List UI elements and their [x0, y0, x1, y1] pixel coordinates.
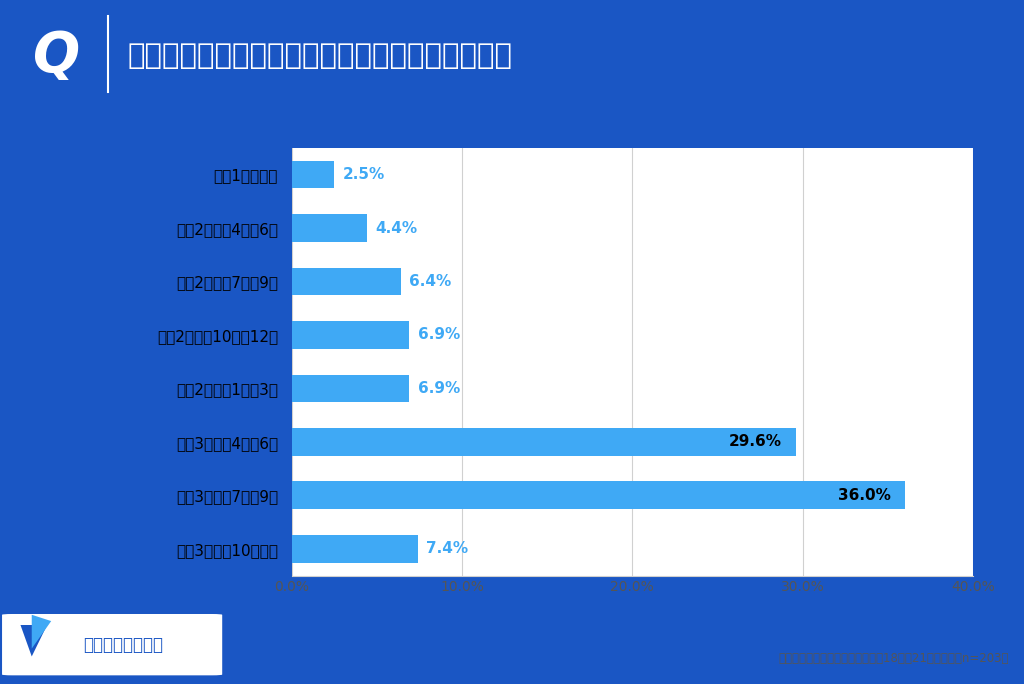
- Bar: [292, 267, 400, 295]
- Polygon shape: [32, 615, 51, 648]
- Text: 6.4%: 6.4%: [410, 274, 452, 289]
- Bar: [292, 428, 796, 456]
- Text: 2.5%: 2.5%: [343, 167, 385, 182]
- Bar: [292, 214, 367, 242]
- FancyBboxPatch shape: [2, 614, 222, 675]
- Text: 29.6%: 29.6%: [729, 434, 782, 449]
- Bar: [292, 321, 410, 349]
- Bar: [292, 161, 335, 189]
- Text: Q: Q: [33, 29, 80, 83]
- Polygon shape: [20, 625, 47, 657]
- Bar: [292, 535, 418, 563]
- Text: 36.0%: 36.0%: [839, 488, 891, 503]
- Text: 総合型選抜入試の準備はいつから始めましたか？: 総合型選抜入試の準備はいつから始めましたか？: [128, 42, 513, 70]
- Text: 6.9%: 6.9%: [418, 381, 460, 396]
- Text: 4.4%: 4.4%: [375, 220, 418, 235]
- Bar: [292, 482, 905, 509]
- Text: 総合型選抜を受験したことがある18歳～21歳の男女（n=203）: 総合型選抜を受験したことがある18歳～21歳の男女（n=203）: [778, 653, 1009, 666]
- Text: じゅけラボ予備校: じゅけラボ予備校: [83, 635, 163, 654]
- Bar: [292, 375, 410, 402]
- Text: 6.9%: 6.9%: [418, 328, 460, 343]
- Text: 7.4%: 7.4%: [426, 541, 468, 556]
